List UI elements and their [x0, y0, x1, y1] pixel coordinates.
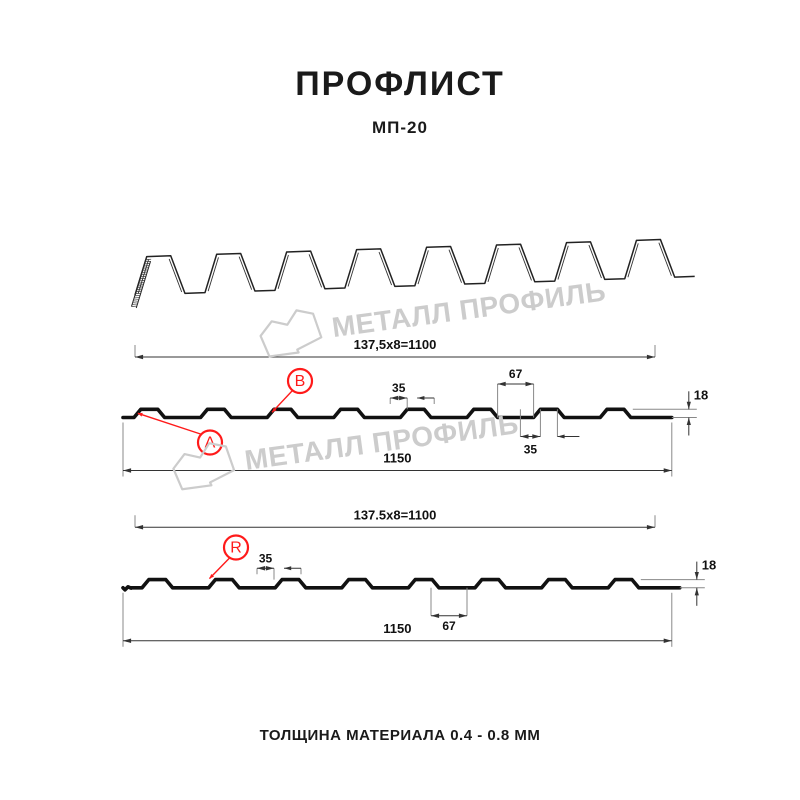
svg-text:МЕТАЛЛ ПРОФИЛЬ: МЕТАЛЛ ПРОФИЛЬ — [243, 408, 521, 476]
svg-text:МЕТАЛЛ ПРОФИЛЬ: МЕТАЛЛ ПРОФИЛЬ — [330, 275, 608, 343]
